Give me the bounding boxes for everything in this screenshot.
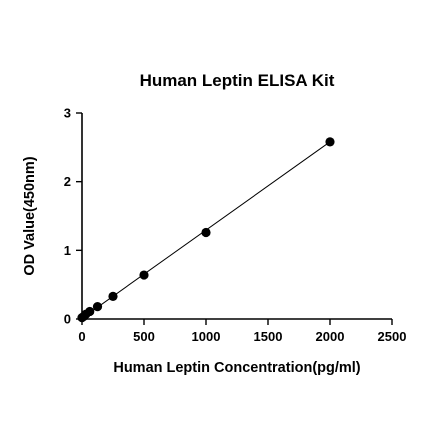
y-tick-label: 3 <box>64 106 71 121</box>
chart-title: Human Leptin ELISA Kit <box>140 71 335 90</box>
y-axis-label: OD Value(450nm) <box>22 156 38 275</box>
x-tick-label: 0 <box>78 329 85 344</box>
x-tick-label: 1000 <box>192 329 221 344</box>
y-axis-ticks: 0 1 2 3 <box>64 106 82 327</box>
x-axis-ticks: 0 500 1000 1500 2000 2500 <box>78 319 406 344</box>
x-axis-label: Human Leptin Concentration(pg/ml) <box>113 360 360 376</box>
x-tick-label: 2500 <box>378 329 407 344</box>
data-point <box>325 137 335 147</box>
y-tick-label: 1 <box>64 243 71 258</box>
plot-area <box>81 113 392 320</box>
data-point <box>139 270 149 280</box>
x-tick-label: 1500 <box>254 329 283 344</box>
y-tick-label: 2 <box>64 174 71 189</box>
data-point <box>201 227 211 238</box>
y-tick-label: 0 <box>64 312 71 327</box>
data-points <box>77 137 335 323</box>
data-point <box>92 302 103 312</box>
x-tick-label: 2000 <box>316 329 345 344</box>
x-tick-label: 500 <box>133 329 155 344</box>
data-point <box>108 291 118 301</box>
data-point <box>85 306 95 317</box>
